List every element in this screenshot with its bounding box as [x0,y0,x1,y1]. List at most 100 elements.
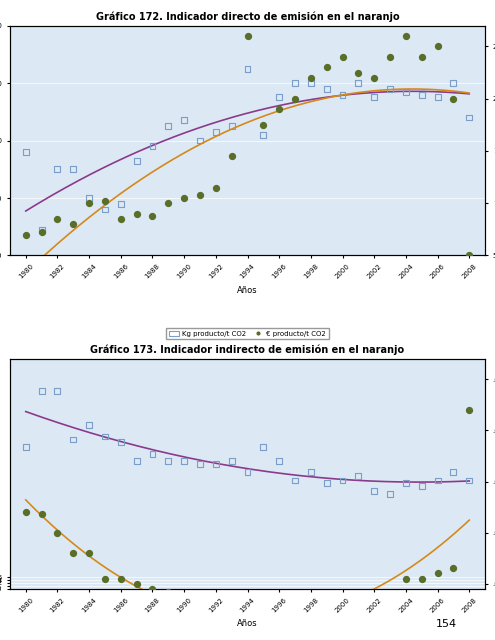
Point [434,568,442,579]
Point [323,84,331,94]
Point [69,219,77,229]
Point [449,563,457,573]
Point [196,591,204,601]
Point [307,78,315,88]
Point [53,214,61,224]
Point [38,386,46,396]
Point [354,607,362,618]
Point [212,460,220,470]
Point [259,130,267,140]
Point [434,476,442,486]
Point [196,136,204,146]
Point [117,198,125,209]
Point [402,86,410,97]
Point [465,476,473,486]
Point [85,548,93,558]
Point [117,573,125,584]
Point [434,42,442,52]
Point [164,198,172,209]
Point [69,164,77,174]
Point [117,214,125,224]
Point [465,405,473,415]
Point [449,78,457,88]
Point [133,209,141,219]
Point [101,204,109,214]
Point [22,147,30,157]
Point [259,442,267,452]
Point [69,548,77,558]
Point [275,604,283,614]
Point [133,579,141,589]
Point [53,386,61,396]
Point [386,609,394,620]
Point [133,456,141,467]
Point [164,587,172,597]
Point [196,189,204,200]
Point [275,456,283,467]
Point [370,73,378,83]
Point [53,527,61,538]
Point [339,52,346,62]
Point [386,52,394,62]
Point [228,151,236,161]
Point [196,460,204,470]
Point [465,113,473,123]
X-axis label: Años: Años [237,619,258,628]
Point [164,121,172,131]
Point [307,607,315,618]
Point [228,121,236,131]
Point [22,230,30,240]
Point [434,92,442,102]
Point [228,601,236,611]
Point [164,456,172,467]
Point [259,120,267,130]
Point [291,78,299,88]
Point [386,84,394,94]
Point [180,456,188,467]
Point [402,478,410,488]
Point [354,78,362,88]
Point [212,599,220,609]
Point [244,63,251,74]
Point [323,478,331,488]
Text: * Fuente: Elaboración propia.: * Fuente: Elaboración propia. [15,366,106,371]
Point [53,164,61,174]
Point [148,584,156,594]
Point [244,31,251,41]
Legend: Kg producto/t CO2, € producto/t CO2: Kg producto/t CO2, € producto/t CO2 [166,328,329,339]
Point [38,509,46,519]
Point [307,73,315,83]
Point [275,92,283,102]
Point [228,456,236,467]
Point [101,573,109,584]
Point [323,607,331,618]
Title: Gráfico 173. Indicador indirecto de emisión en el naranjo: Gráfico 173. Indicador indirecto de emis… [91,345,404,355]
Point [449,93,457,104]
Point [386,488,394,499]
Point [275,104,283,115]
Point [339,476,346,486]
Point [370,92,378,102]
Point [180,193,188,203]
Point [465,250,473,260]
Point [418,481,426,492]
Point [101,431,109,442]
Point [354,471,362,481]
Point [418,52,426,62]
Point [180,115,188,125]
Point [291,476,299,486]
Point [85,193,93,203]
Point [307,467,315,477]
Point [339,90,346,100]
Point [244,467,251,477]
Point [38,227,46,237]
Point [291,607,299,618]
Point [370,486,378,496]
Point [449,467,457,477]
Text: 154: 154 [436,620,457,629]
X-axis label: Años: Años [237,285,258,294]
Point [133,156,141,166]
Point [148,211,156,221]
Point [148,141,156,152]
Point [85,420,93,430]
